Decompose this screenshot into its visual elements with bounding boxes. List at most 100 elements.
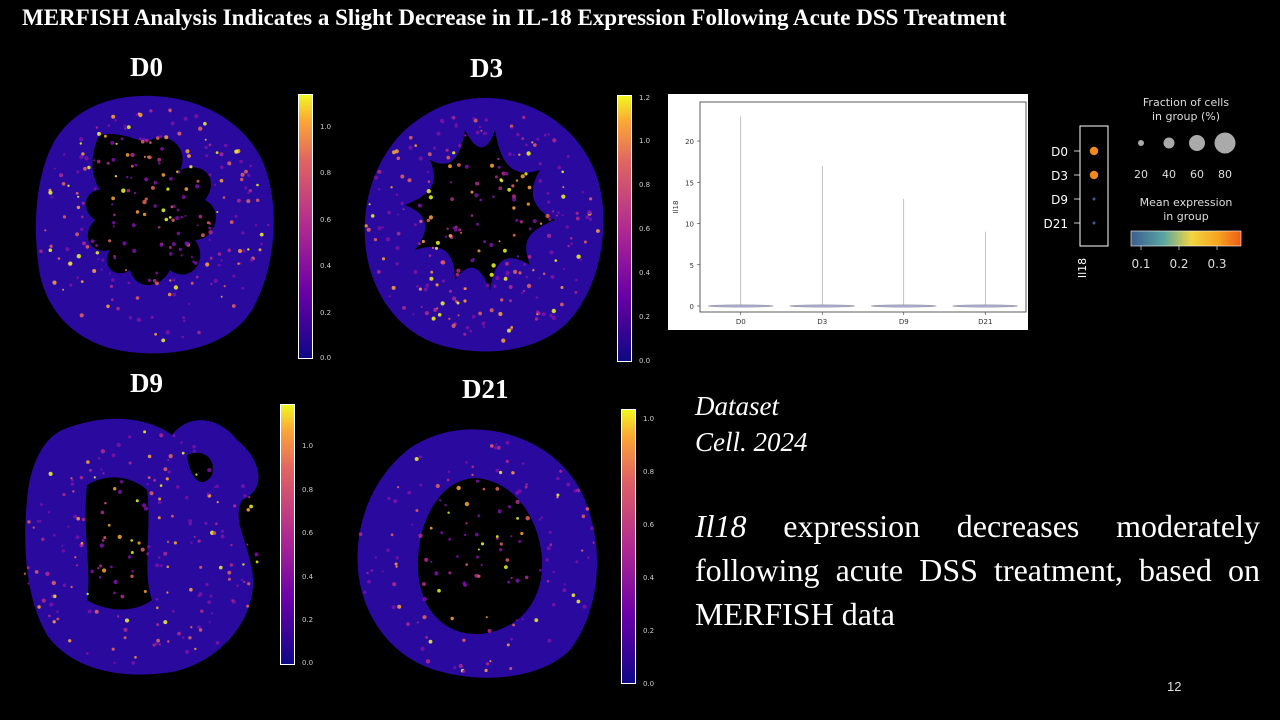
expression-spot bbox=[547, 638, 552, 643]
expression-spot bbox=[495, 537, 499, 540]
expression-spot bbox=[86, 592, 89, 596]
expression-spot bbox=[217, 252, 221, 256]
expression-spot bbox=[419, 483, 423, 487]
expression-spot bbox=[459, 231, 462, 234]
expression-spot bbox=[131, 661, 135, 665]
expression-spot bbox=[483, 240, 487, 244]
expression-spot bbox=[135, 113, 138, 116]
expression-spot bbox=[458, 663, 463, 668]
expression-spot bbox=[472, 117, 476, 120]
expression-spot bbox=[132, 248, 137, 253]
expression-spot bbox=[370, 569, 374, 572]
expression-spot bbox=[52, 280, 57, 285]
expression-spot bbox=[448, 537, 452, 541]
expression-spot bbox=[90, 239, 95, 244]
expression-spot bbox=[176, 208, 180, 212]
expression-spot bbox=[451, 323, 456, 328]
expression-spot bbox=[450, 116, 453, 119]
expression-spot bbox=[145, 138, 149, 143]
expression-spot bbox=[393, 499, 398, 504]
expression-spot bbox=[142, 199, 147, 205]
expression-spot bbox=[222, 196, 226, 199]
expression-spot bbox=[377, 188, 381, 191]
expression-spot bbox=[463, 134, 467, 137]
expression-spot bbox=[227, 570, 232, 575]
expression-spot bbox=[486, 283, 490, 288]
expression-spot bbox=[81, 201, 85, 205]
expression-spot bbox=[134, 163, 138, 167]
violin-body bbox=[952, 304, 1019, 308]
expression-spot bbox=[188, 519, 193, 524]
expression-spot bbox=[48, 614, 51, 618]
expression-spot bbox=[75, 232, 79, 237]
expression-spot bbox=[561, 214, 564, 217]
expression-spot bbox=[167, 470, 171, 474]
expression-spot bbox=[546, 192, 550, 195]
summary-body: expression decreases moderately followin… bbox=[695, 508, 1260, 632]
expression-spot bbox=[395, 262, 399, 266]
expression-spot bbox=[166, 591, 169, 594]
expression-spot bbox=[238, 249, 242, 253]
expression-spot bbox=[510, 535, 513, 538]
expression-spot bbox=[143, 430, 147, 434]
expression-spot bbox=[62, 215, 67, 219]
expression-spot bbox=[72, 490, 75, 493]
expression-spot bbox=[155, 598, 159, 601]
violin-body bbox=[789, 304, 856, 308]
expression-spot bbox=[106, 304, 110, 309]
expression-spot bbox=[205, 262, 210, 267]
cbar-d21-tick: 1.0 bbox=[643, 415, 655, 423]
expression-spot bbox=[192, 444, 196, 449]
expression-spot bbox=[41, 598, 46, 603]
expression-spot bbox=[227, 577, 231, 581]
expression-spot bbox=[98, 576, 102, 579]
expression-spot bbox=[546, 579, 550, 583]
expression-spot bbox=[131, 570, 134, 573]
expression-spot bbox=[92, 269, 97, 273]
expression-spot bbox=[425, 636, 429, 639]
expression-spot bbox=[440, 531, 444, 535]
expression-spot bbox=[199, 565, 203, 569]
expression-spot bbox=[241, 286, 245, 290]
expression-spot bbox=[167, 640, 170, 643]
expression-spot bbox=[521, 137, 525, 140]
expression-spot bbox=[79, 137, 84, 142]
expression-spot bbox=[509, 667, 513, 670]
expression-spot bbox=[557, 211, 560, 215]
expression-spot bbox=[414, 457, 419, 461]
expression-spot bbox=[158, 497, 162, 501]
expression-spot bbox=[507, 328, 511, 333]
expression-spot bbox=[525, 483, 528, 486]
expression-spot bbox=[210, 612, 213, 615]
expression-spot bbox=[146, 552, 150, 556]
expression-spot bbox=[229, 220, 234, 225]
expression-spot bbox=[167, 458, 170, 462]
expression-spot bbox=[94, 609, 99, 614]
expression-spot bbox=[397, 213, 400, 216]
expression-spot bbox=[462, 669, 466, 674]
expression-spot bbox=[493, 284, 497, 288]
expression-spot bbox=[209, 256, 213, 260]
expression-spot bbox=[396, 231, 401, 236]
expression-spot bbox=[425, 659, 431, 664]
expression-spot bbox=[160, 564, 163, 567]
expression-spot bbox=[234, 214, 238, 218]
expression-spot bbox=[86, 460, 90, 464]
expression-spot bbox=[227, 161, 232, 166]
expression-spot bbox=[504, 565, 508, 569]
expression-spot bbox=[36, 520, 40, 523]
expression-spot bbox=[596, 229, 600, 233]
expression-spot bbox=[548, 217, 552, 221]
cbar-d3-tick: 1.2 bbox=[639, 94, 651, 102]
expression-spot bbox=[89, 468, 92, 472]
expression-spot bbox=[447, 470, 451, 474]
size-legend-dot bbox=[1138, 140, 1144, 146]
expression-spot bbox=[97, 456, 101, 460]
expression-spot bbox=[457, 314, 460, 317]
expression-spot bbox=[120, 594, 125, 599]
expression-spot bbox=[138, 137, 143, 141]
expression-spot bbox=[505, 172, 509, 176]
tissue-map-d9 bbox=[23, 418, 259, 675]
expression-spot bbox=[205, 154, 209, 158]
colorbar-d21 bbox=[621, 409, 636, 684]
